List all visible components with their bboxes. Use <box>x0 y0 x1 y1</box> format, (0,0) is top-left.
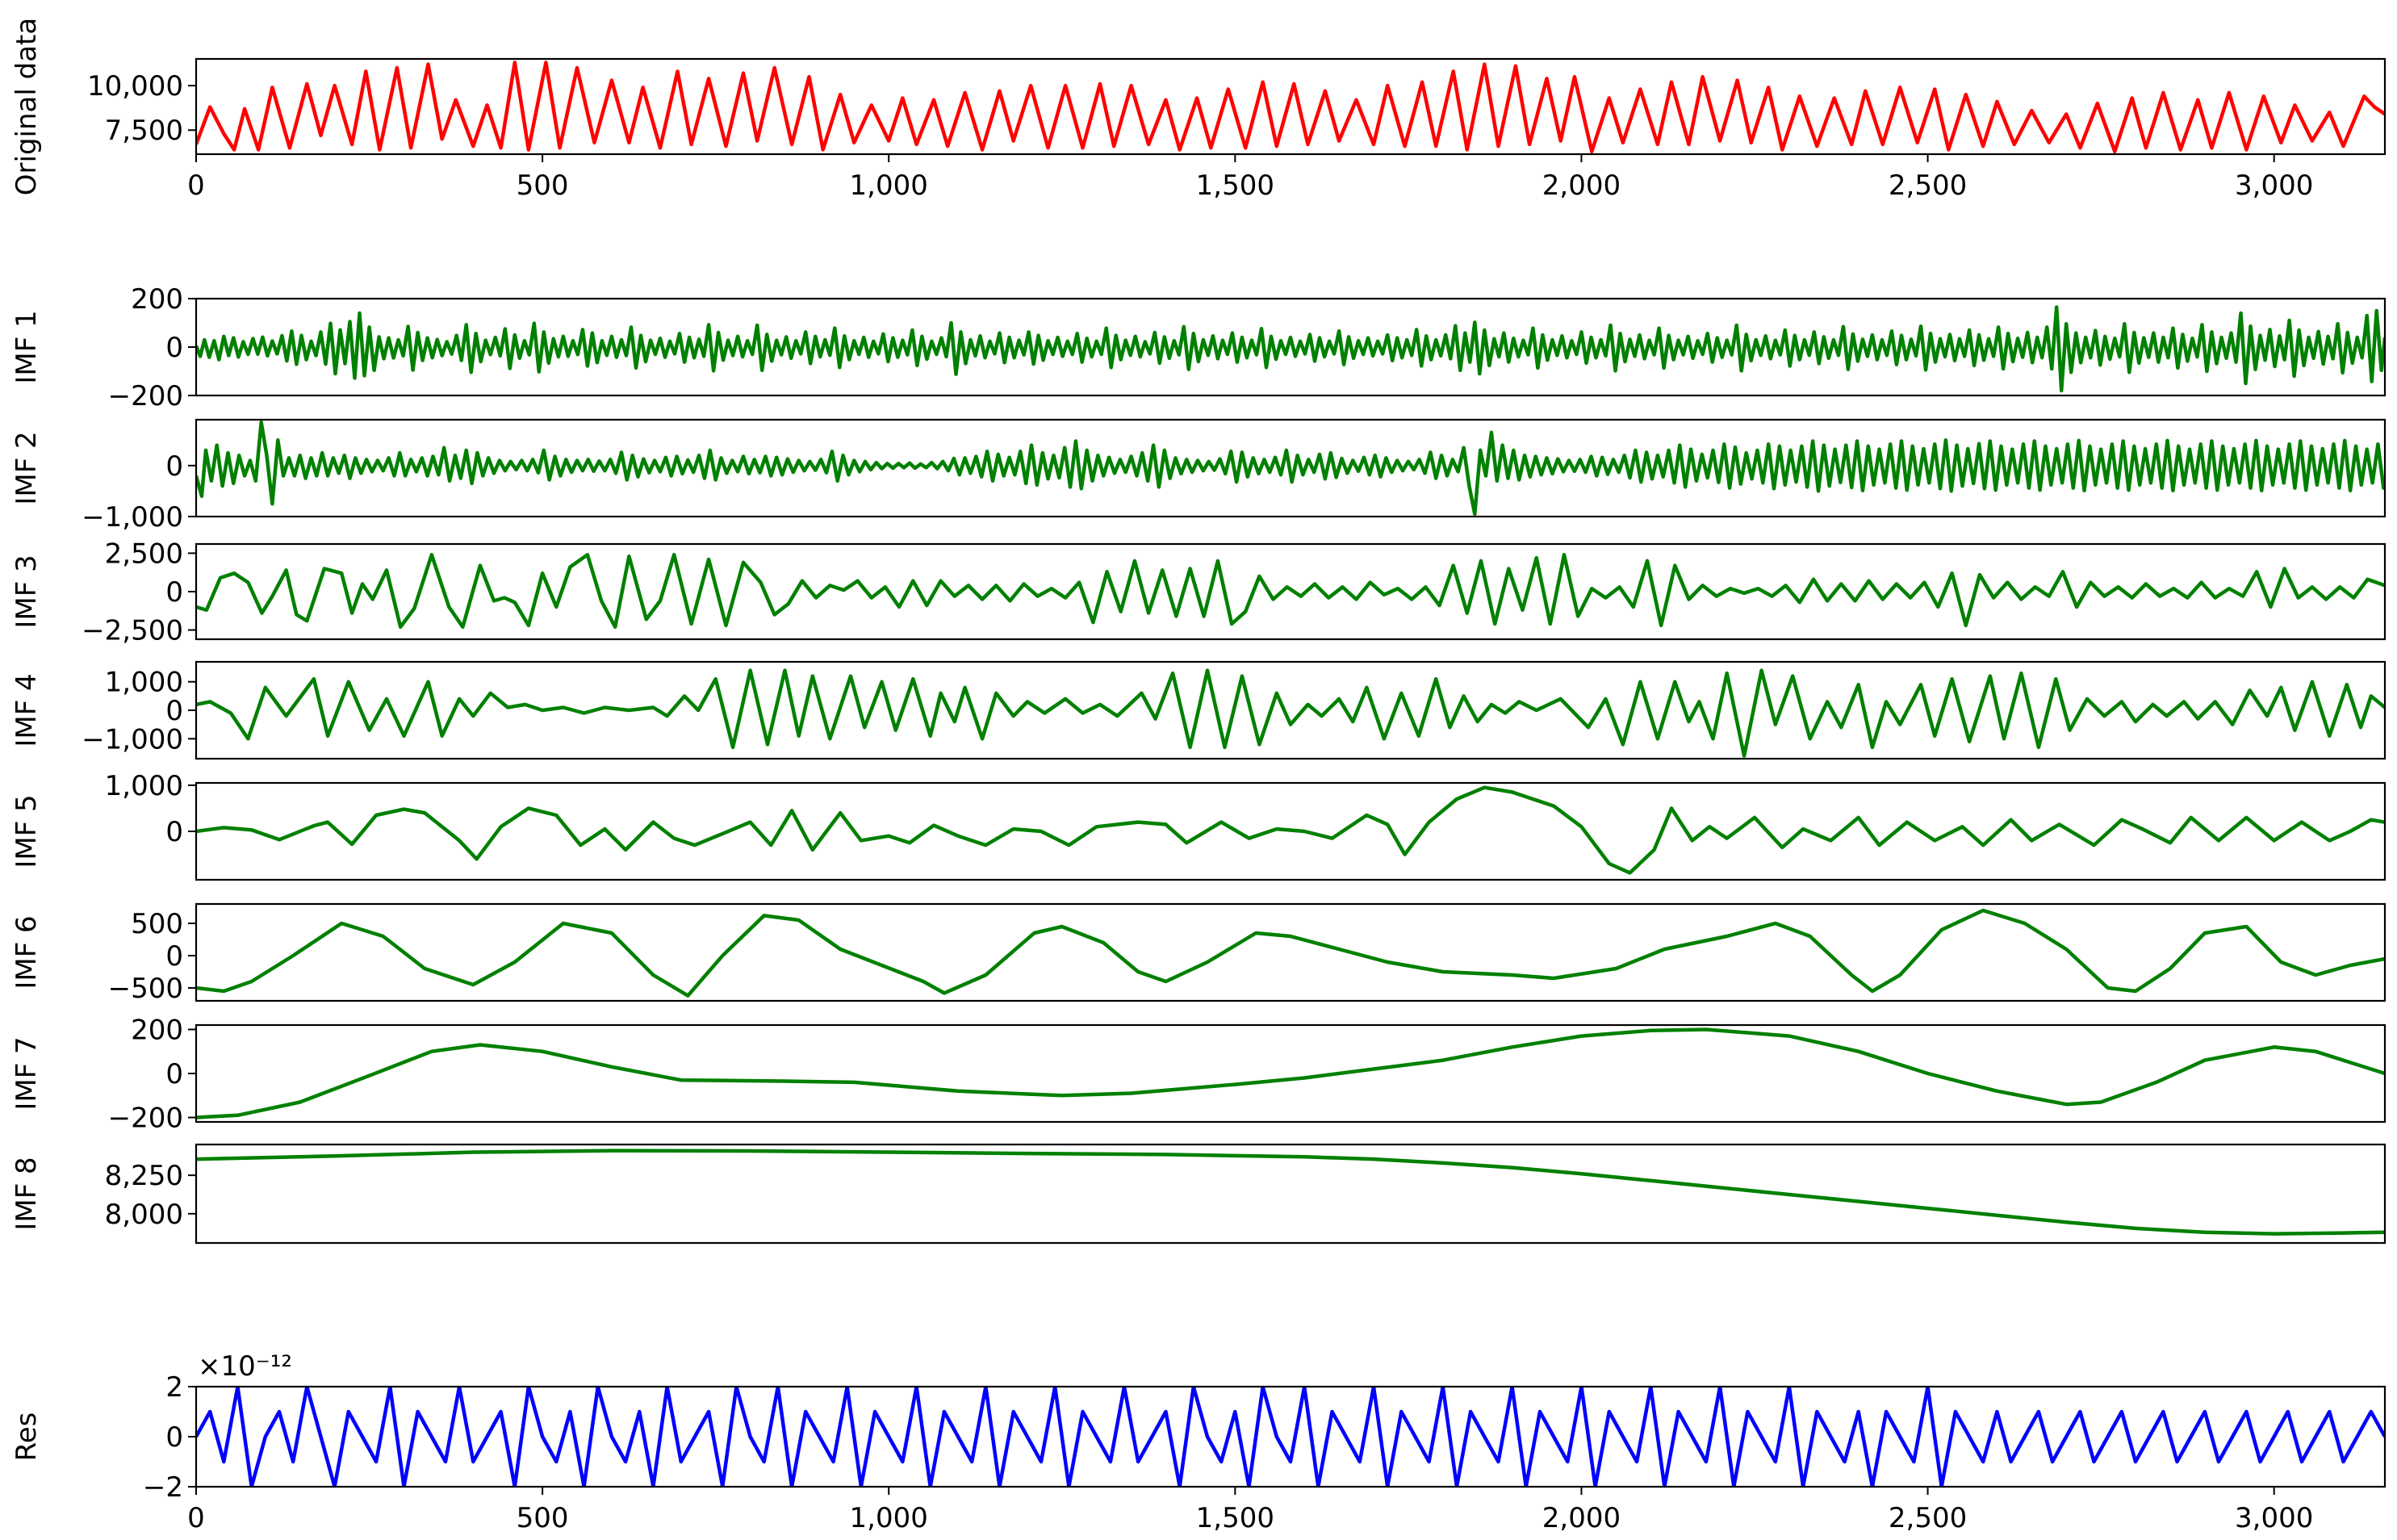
y-axis-label: Original data <box>10 18 43 195</box>
y-tick-label: 0 <box>165 332 183 364</box>
y-axis-label: IMF 3 <box>10 554 43 628</box>
series-line <box>196 1387 2385 1487</box>
y-tick-label: 7,500 <box>105 115 183 147</box>
series-line <box>196 420 2385 517</box>
series-line <box>196 785 2385 875</box>
x-tick-label: 1,000 <box>850 1502 928 1534</box>
series-line <box>196 1027 2385 1119</box>
y-tick-label: 1,000 <box>105 667 183 699</box>
y-tick-label: 200 <box>131 1014 183 1046</box>
x-tick-label: 3,000 <box>2235 169 2313 202</box>
y-axis-label: IMF 4 <box>10 673 43 747</box>
y-tick-label: 0 <box>165 940 183 973</box>
axes-frame <box>195 902 2387 1002</box>
x-tick-label: 2,500 <box>1889 1502 1967 1534</box>
y-tick-label: 8,250 <box>105 1160 183 1192</box>
y-tick-label: 10,000 <box>87 70 183 103</box>
panel-6: 0 1,000 IMF 5 <box>10 770 2387 881</box>
y-tick-label: 0 <box>165 816 183 848</box>
y-axis-label: IMF 5 <box>10 794 43 868</box>
series-line <box>196 908 2385 998</box>
y-tick-label: 1,000 <box>105 770 183 802</box>
axes-frame <box>195 542 2387 641</box>
y-axis-label: Res <box>10 1412 43 1462</box>
x-tick-label: 0 <box>187 1502 205 1534</box>
axes-frame <box>195 1385 2387 1488</box>
y-tick-label: 0 <box>165 695 183 727</box>
y-tick-label: 500 <box>131 908 183 940</box>
x-tick-label: 2,000 <box>1542 169 1621 202</box>
y-axis-label: IMF 6 <box>10 915 43 989</box>
series-line <box>196 553 2385 630</box>
series-line <box>196 1149 2385 1236</box>
x-tick-label: 1,500 <box>1196 169 1274 202</box>
series-line <box>196 668 2385 758</box>
panel-9: 8,000 8,250 IMF 8 <box>10 1143 2387 1245</box>
y-axis-label: IMF 2 <box>10 431 43 504</box>
y-tick-label: −500 <box>108 973 183 1005</box>
axes-frame <box>195 1143 2387 1245</box>
x-tick-label: 2,000 <box>1542 1502 1621 1534</box>
x-tick-label: 0 <box>187 169 205 202</box>
x-tick-label: 1,500 <box>1196 1502 1274 1534</box>
x-tick-label: 1,000 <box>850 169 928 202</box>
y-axis-label: IMF 8 <box>10 1157 43 1230</box>
y-axis-label: IMF 1 <box>10 310 43 383</box>
y-tick-label: 200 <box>131 283 183 316</box>
axes-frame <box>195 57 2387 156</box>
axes-frame <box>195 660 2387 760</box>
y-tick-label: 0 <box>165 576 183 609</box>
panel-2: −200 0 200 IMF 1 <box>10 283 2387 412</box>
y-tick-label: −1,000 <box>82 723 183 755</box>
y-tick-label: 0 <box>165 1058 183 1090</box>
panel-1: 7,500 10,000 0 500 1,000 1,500 2,000 2,500 3,000… <box>10 18 2387 202</box>
axes-frame <box>195 1023 2387 1124</box>
offset-text: ×10⁻¹² <box>198 1350 292 1383</box>
y-tick-label: 2,500 <box>105 538 183 570</box>
y-axis-label: IMF 7 <box>10 1036 43 1110</box>
axes-frame <box>195 418 2387 518</box>
x-tick-label: 2,500 <box>1889 169 1967 202</box>
series-line <box>196 305 2385 393</box>
y-tick-label: 8,000 <box>105 1199 183 1231</box>
y-tick-label: 0 <box>165 1421 183 1454</box>
series-line <box>196 61 2385 153</box>
y-tick-label: −2 <box>143 1471 183 1504</box>
x-tick-label: 3,000 <box>2235 1502 2313 1534</box>
y-tick-label: −1,000 <box>82 501 183 534</box>
panel-8: −200 0 200 IMF 7 <box>10 1014 2387 1135</box>
panel-3: −1,000 0 IMF 2 <box>10 418 2387 534</box>
y-tick-label: −200 <box>108 1103 183 1135</box>
panel-4: −2,500 0 2,500 IMF 3 <box>10 538 2387 647</box>
y-tick-label: −200 <box>108 380 183 412</box>
y-tick-label: 0 <box>165 450 183 483</box>
x-tick-label: 500 <box>517 1502 569 1534</box>
x-tick-label: 500 <box>517 169 569 202</box>
y-tick-label: −2,500 <box>82 615 183 647</box>
y-tick-label: 2 <box>165 1371 183 1404</box>
